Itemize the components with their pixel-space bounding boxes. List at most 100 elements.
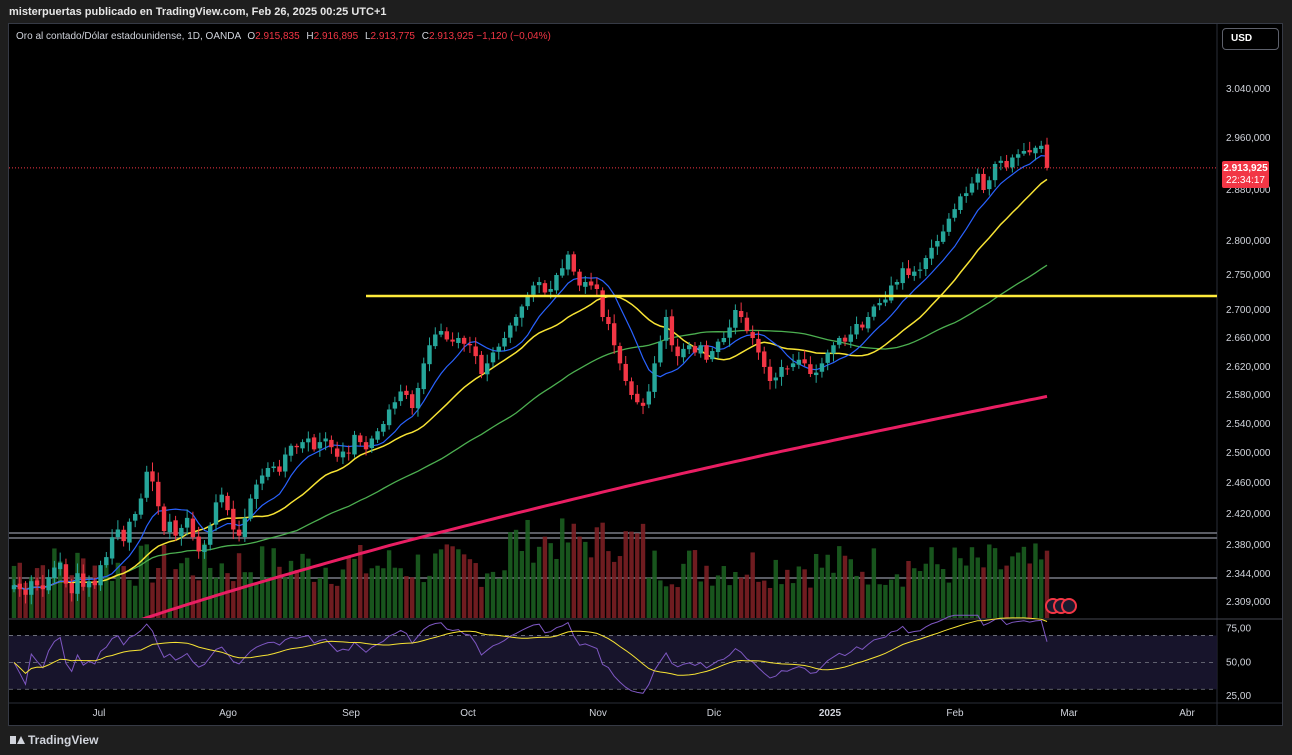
candle-body	[363, 442, 369, 450]
volume-bar	[577, 536, 582, 618]
y-tick-label: 2.580,000	[1226, 390, 1271, 401]
open-key: O	[247, 31, 256, 42]
volume-bar	[346, 557, 351, 618]
volume-bar	[877, 584, 882, 618]
volume-bar	[554, 558, 559, 618]
candle-body	[242, 517, 248, 537]
candle-body	[611, 323, 617, 346]
candle-body	[409, 394, 415, 409]
candle-body	[369, 438, 374, 449]
y-tick-label: 3.040,000	[1226, 84, 1271, 95]
candle-body	[964, 193, 969, 197]
candle-body	[1004, 160, 1009, 168]
volume-bar	[738, 577, 744, 618]
candle-body	[675, 346, 680, 357]
volume-bar	[888, 579, 894, 618]
volume-bar	[358, 545, 363, 618]
candle-body	[692, 345, 698, 353]
candle-body	[929, 247, 934, 259]
currency-button[interactable]: USD	[1222, 28, 1279, 50]
volume-bar	[421, 582, 426, 618]
tradingview-logo-icon	[10, 735, 25, 745]
volume-bar	[86, 584, 92, 618]
candle-body	[738, 310, 744, 317]
volume-bar	[912, 568, 917, 618]
candle-body	[987, 180, 992, 190]
candle-body	[104, 557, 109, 566]
volume-bar	[173, 569, 178, 618]
rsi-line	[13, 614, 1048, 694]
candle-body	[940, 231, 946, 242]
candle-body	[762, 351, 767, 367]
volume-bar	[987, 544, 992, 618]
candle-body	[623, 363, 628, 381]
candle-body	[900, 268, 905, 284]
volume-bar	[340, 569, 346, 618]
volume-bar	[161, 544, 167, 618]
rsi-tick-label: 25,00	[1226, 691, 1251, 702]
candle-body	[1027, 150, 1032, 153]
volume-bar	[283, 577, 288, 618]
volume-bar	[1039, 559, 1044, 618]
candle-body	[652, 363, 657, 392]
volume-bar	[248, 572, 253, 618]
volume-bar	[698, 581, 703, 618]
volume-bar	[773, 559, 778, 618]
candle-body	[531, 285, 536, 295]
candle-body	[473, 346, 478, 357]
candle-body	[150, 471, 155, 482]
volume-bar	[490, 571, 496, 618]
y-tick-label: 2.700,000	[1226, 305, 1271, 316]
candle-body	[317, 442, 323, 449]
candle-body	[386, 409, 392, 426]
rsi-tick-label: 75,00	[1226, 624, 1251, 635]
candle-body	[935, 241, 940, 247]
candle-body	[871, 306, 877, 317]
candle-body	[271, 466, 276, 469]
y-tick-label: 2.380,000	[1226, 540, 1271, 551]
volume-bar	[687, 550, 692, 618]
volume-bar	[756, 581, 761, 618]
candle-body	[831, 345, 836, 354]
change-value: −1,120 (−0,04%)	[476, 31, 551, 42]
volume-bar	[104, 557, 109, 618]
candle-body	[323, 438, 328, 442]
candle-body	[808, 364, 813, 374]
candle-body	[75, 573, 80, 594]
candle-body	[283, 454, 288, 472]
volume-bar	[92, 565, 97, 618]
candle-body	[329, 439, 334, 448]
symbol-name: Oro al contado/Dólar estadounidense, 1D,…	[16, 31, 241, 42]
volume-bar	[334, 585, 340, 618]
x-tick-label: Ago	[219, 708, 237, 719]
volume-bar	[202, 543, 207, 618]
candle-body	[277, 466, 282, 472]
volume-bar	[444, 544, 450, 618]
candle-body	[946, 218, 952, 232]
volume-bar	[329, 583, 334, 618]
volume-bar	[692, 550, 698, 618]
candle-body	[894, 282, 900, 285]
candle-body	[213, 502, 219, 525]
volume-bar	[715, 575, 721, 618]
candle-body	[606, 316, 611, 324]
candle-body	[952, 209, 957, 218]
candle-body	[231, 508, 236, 530]
volume-bar	[132, 585, 138, 618]
candle-body	[467, 344, 473, 346]
volume-bar	[485, 573, 490, 618]
volume-bar	[277, 566, 282, 618]
volume-bar	[935, 564, 940, 618]
candle-body	[179, 527, 184, 537]
volume-bar	[34, 568, 40, 618]
sma-50-line	[13, 264, 1048, 591]
volume-bar	[900, 586, 905, 618]
economic-events-icon[interactable]	[1045, 598, 1081, 614]
candle-body	[52, 567, 57, 579]
candle-body	[433, 334, 438, 347]
volume-bar	[964, 565, 969, 618]
volume-bar	[548, 543, 553, 618]
candle-body	[981, 173, 986, 190]
volume-bar	[57, 561, 63, 618]
